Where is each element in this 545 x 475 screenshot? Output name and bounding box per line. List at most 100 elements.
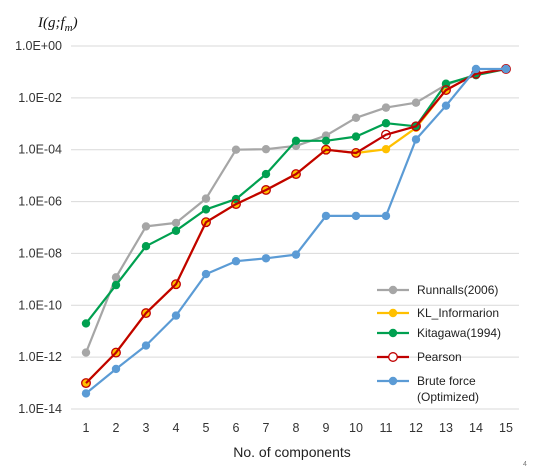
data-point-pearson	[201, 217, 211, 228]
series-brute-force	[81, 64, 511, 398]
data-point-runnalls-2006	[231, 145, 241, 154]
legend-item-runnalls-2006: Runnalls(2006)	[377, 283, 498, 297]
x-tick-label: 12	[409, 421, 423, 435]
series-runnalls-2006	[81, 64, 511, 357]
data-point-kitagawa-1994	[201, 205, 211, 214]
data-point-runnalls-2006	[81, 348, 91, 357]
y-tick-label: 1.0E-04	[18, 143, 62, 157]
y-tick-label: 1.0E-08	[18, 246, 62, 260]
data-point-brute-force	[411, 135, 421, 144]
y-tick-label: 1.0E-02	[18, 91, 62, 105]
legend: Runnalls(2006) KL_Informarion Kitagawa(199…	[377, 283, 501, 404]
x-tick-label: 14	[469, 421, 483, 435]
data-point-kitagawa-1994	[171, 226, 181, 235]
y-axis-title-suffix: )	[72, 15, 78, 31]
y-axis-title-prefix: I(g;f	[37, 15, 66, 31]
data-point-kitagawa-1994	[351, 132, 361, 141]
data-point-pearson	[261, 185, 271, 195]
x-axis-title: No. of components	[233, 444, 351, 460]
data-point-brute-force	[81, 389, 91, 398]
data-point-brute-force	[351, 211, 361, 221]
y-axis-ticks: 1.0E-14 1.0E-12 1.0E-10 1.0E-08 1.0E-06 1.0E-…	[15, 39, 62, 416]
data-point-kitagawa-1994	[321, 136, 331, 146]
y-axis-title: I(g;fm)	[37, 15, 78, 34]
legend-item-pearson: Pearson	[377, 350, 462, 364]
y-tick-label: 1.0E-12	[18, 350, 62, 364]
data-point-brute-force	[441, 101, 451, 110]
data-point-runnalls-2006	[201, 194, 211, 203]
data-point-brute-force	[261, 254, 271, 263]
y-tick-label: 1.0E-06	[18, 195, 62, 209]
data-point-pearson	[81, 378, 91, 389]
x-tick-label: 6	[233, 421, 240, 435]
legend-label: Pearson	[417, 350, 462, 364]
data-point-pearson	[171, 279, 181, 290]
y-tick-label: 1.0E-14	[18, 402, 62, 416]
data-point-kl-informarion	[381, 144, 391, 154]
y-axis-title-subscript: m	[65, 22, 73, 34]
x-tick-label: 5	[203, 421, 210, 435]
x-tick-label: 11	[380, 421, 393, 435]
data-point-pearson	[111, 347, 121, 358]
legend-marker	[388, 376, 398, 386]
data-point-kitagawa-1994	[231, 194, 241, 204]
legend-item-kl-informarion: KL_Informarion	[377, 306, 499, 320]
y-tick-label: 1.0E+00	[15, 39, 62, 53]
series-layer	[81, 64, 511, 398]
data-point-runnalls-2006	[171, 218, 181, 228]
data-point-kitagawa-1994	[291, 136, 301, 146]
data-point-brute-force	[291, 250, 301, 259]
legend-marker	[388, 285, 398, 295]
data-point-pearson	[351, 148, 361, 158]
y-tick-label: 1.0E-10	[18, 298, 62, 312]
data-point-kitagawa-1994	[81, 319, 91, 328]
x-tick-label: 3	[143, 421, 150, 435]
x-tick-label: 9	[323, 421, 330, 435]
data-point-kitagawa-1994	[111, 280, 121, 290]
data-point-brute-force	[381, 211, 391, 221]
x-tick-label: 4	[173, 421, 180, 435]
data-point-kitagawa-1994	[141, 242, 151, 251]
data-point-brute-force	[171, 311, 181, 320]
series-line-pearson	[85, 67, 507, 384]
data-point-kitagawa-1994	[381, 119, 391, 128]
data-point-pearson	[441, 85, 451, 96]
legend-label: Runnalls(2006)	[417, 283, 498, 297]
data-point-runnalls-2006	[141, 222, 151, 231]
data-point-brute-force	[501, 64, 511, 74]
legend-marker	[388, 328, 398, 338]
legend-item-kitagawa-1994: Kitagawa(1994)	[377, 326, 501, 340]
x-tick-label: 13	[439, 421, 453, 435]
x-tick-label: 8	[293, 421, 300, 435]
x-tick-label: 7	[263, 421, 270, 435]
data-point-pearson	[411, 121, 421, 132]
data-point-pearson	[321, 144, 331, 155]
x-tick-label: 10	[349, 421, 363, 435]
legend-marker	[388, 352, 398, 362]
data-point-brute-force	[141, 341, 151, 350]
legend-label: Kitagawa(1994)	[417, 326, 501, 340]
data-point-runnalls-2006	[111, 273, 121, 282]
data-point-brute-force	[111, 364, 121, 374]
legend-label: Brute force (Optimized)	[417, 374, 479, 404]
x-tick-label: 1	[83, 421, 90, 435]
data-point-runnalls-2006	[351, 113, 361, 123]
data-point-kitagawa-1994	[261, 169, 271, 179]
x-axis-ticks: 1 2 3 4 5 6 7 8 9 10 11 12 13 14 15	[83, 421, 513, 435]
page-number: 4	[523, 461, 527, 468]
data-point-brute-force	[201, 269, 211, 279]
data-point-runnalls-2006	[261, 144, 271, 154]
data-point-runnalls-2006	[411, 98, 421, 107]
data-point-runnalls-2006	[381, 103, 391, 112]
data-point-pearson	[231, 199, 241, 210]
data-point-pearson	[381, 129, 391, 140]
data-point-brute-force	[231, 257, 241, 266]
data-point-brute-force	[471, 64, 481, 74]
x-tick-label: 15	[499, 421, 513, 435]
legend-label: KL_Informarion	[417, 306, 499, 320]
data-point-pearson	[141, 308, 151, 319]
legend-item-brute-force: Brute force (Optimized)	[377, 374, 479, 404]
data-point-pearson	[291, 169, 301, 180]
data-point-brute-force	[321, 211, 331, 221]
